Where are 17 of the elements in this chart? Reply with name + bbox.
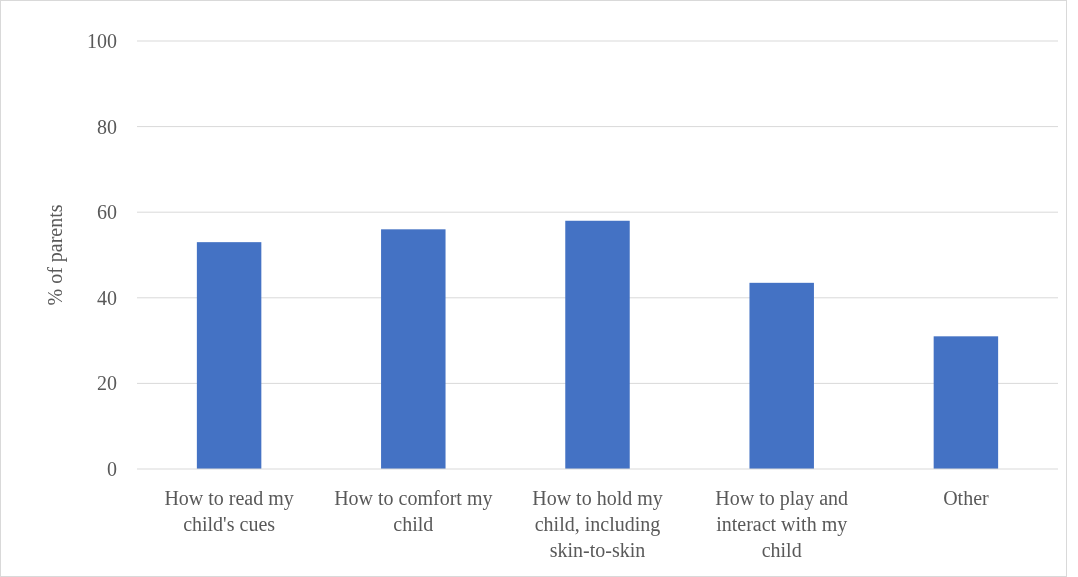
bar <box>196 242 262 469</box>
bar <box>933 336 999 469</box>
bar <box>565 220 630 469</box>
x-tick-label: How to read my child's cues <box>164 487 294 535</box>
y-tick-label: 80 <box>97 115 117 138</box>
y-tick-label: 0 <box>107 458 117 480</box>
x-tick-label: Other <box>943 487 989 509</box>
y-tick-label: 20 <box>97 372 117 395</box>
y-tick-label: 60 <box>97 201 117 224</box>
y-tick-label: 40 <box>97 286 117 309</box>
bar <box>749 282 814 469</box>
x-tick-label: How to comfort my child <box>334 487 493 535</box>
x-tick-label: How to play and interact with my child <box>715 487 849 561</box>
y-axis-title: % of parents <box>44 204 67 306</box>
x-tick-label: How to hold my child, including skin-to-skin <box>532 487 663 561</box>
y-tick-label: 100 <box>87 30 117 52</box>
bar <box>381 229 446 469</box>
